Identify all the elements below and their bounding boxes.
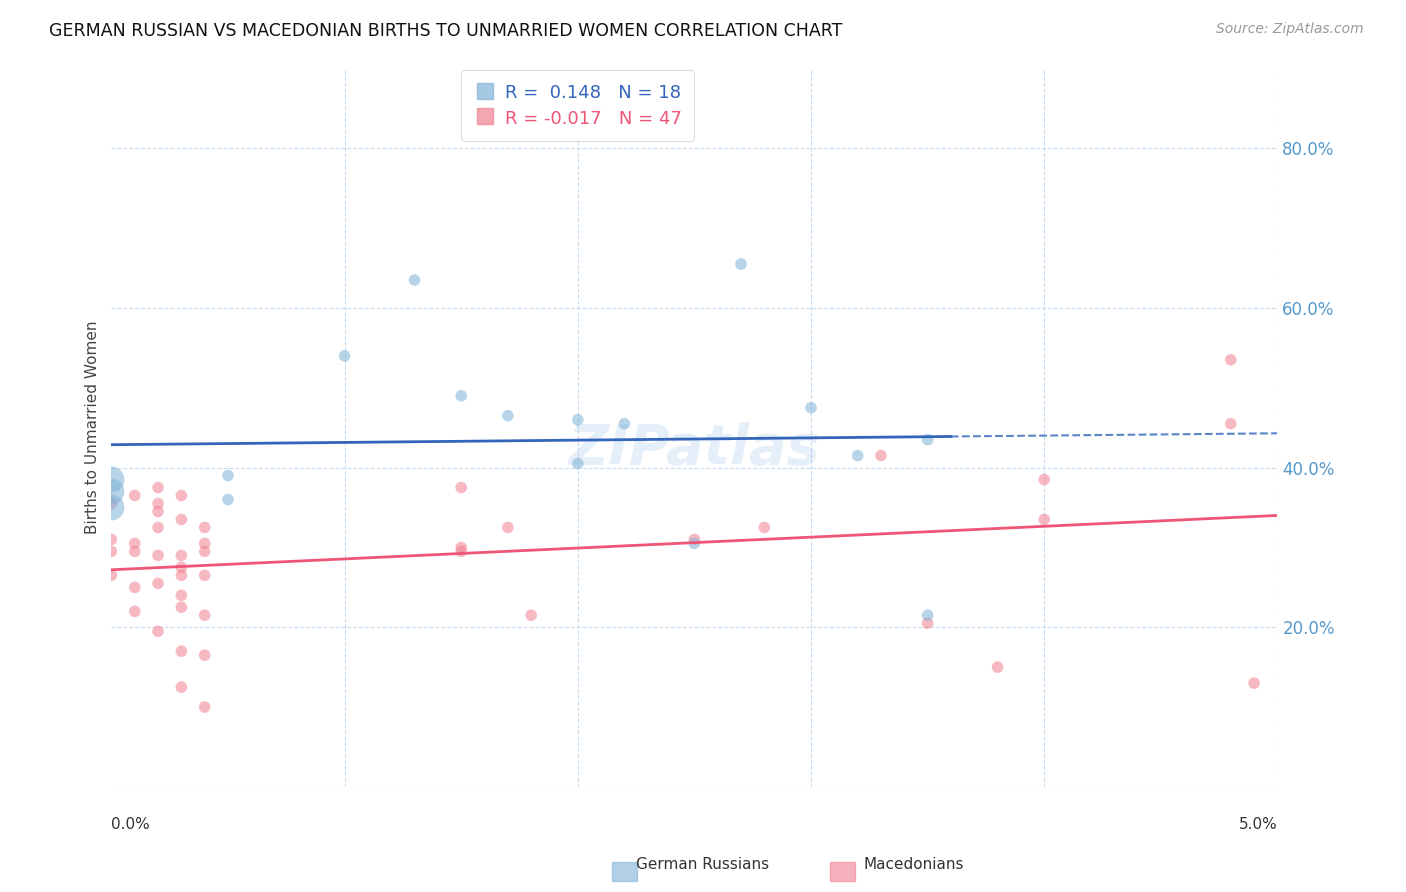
Point (846, 449, 869, 463)
Point (170, 644, 193, 658)
Point (100, 484, 122, 499)
Point (124, 604, 146, 618)
Point (496, 409, 519, 423)
Text: German Russians: German Russians (637, 857, 769, 872)
Point (100, 544, 122, 558)
Point (146, 549, 169, 563)
Point (146, 481, 169, 495)
Point (100, 533, 122, 547)
Point (450, 544, 472, 558)
Point (1243, 676, 1265, 690)
Point (100, 500, 122, 515)
Point (194, 536, 217, 550)
Point (1219, 417, 1241, 431)
Point (124, 536, 146, 550)
Y-axis label: Births to Unmarried Women: Births to Unmarried Women (86, 321, 100, 534)
Point (450, 541, 472, 555)
Point (124, 544, 146, 558)
Point (800, 401, 823, 415)
Point (100, 496, 122, 510)
Point (124, 489, 146, 503)
Point (194, 648, 217, 662)
Point (683, 533, 706, 547)
Point (217, 468, 239, 483)
Point (146, 520, 169, 534)
Point (404, 273, 426, 287)
Point (170, 600, 193, 615)
Point (496, 520, 519, 534)
Point (520, 608, 543, 623)
Point (194, 544, 217, 558)
Point (194, 608, 217, 623)
Text: 0.0%: 0.0% (111, 817, 150, 832)
Point (217, 492, 239, 507)
Point (170, 489, 193, 503)
Point (1219, 352, 1241, 367)
Point (194, 700, 217, 714)
Point (100, 568, 122, 582)
Point (100, 473, 122, 487)
Text: Source: ZipAtlas.com: Source: ZipAtlas.com (1216, 22, 1364, 37)
Point (567, 413, 589, 427)
Text: GERMAN RUSSIAN VS MACEDONIAN BIRTHS TO UNMARRIED WOMEN CORRELATION CHART: GERMAN RUSSIAN VS MACEDONIAN BIRTHS TO U… (49, 22, 842, 40)
Point (333, 349, 356, 363)
Point (613, 417, 636, 431)
Point (170, 568, 193, 582)
Point (170, 560, 193, 574)
Point (567, 457, 589, 471)
Point (194, 568, 217, 582)
Point (170, 512, 193, 526)
Point (683, 536, 706, 550)
Point (917, 608, 939, 623)
Text: ZIPatlas: ZIPatlas (568, 422, 820, 476)
Point (754, 520, 776, 534)
Point (987, 660, 1010, 674)
Point (146, 576, 169, 591)
Point (170, 680, 193, 694)
Point (1033, 512, 1056, 526)
Point (450, 481, 472, 495)
Point (870, 449, 893, 463)
Text: Macedonians: Macedonians (863, 857, 965, 872)
Point (450, 389, 472, 403)
Point (1033, 473, 1056, 487)
Point (917, 433, 939, 447)
Point (194, 520, 217, 534)
Legend: R =  0.148   N = 18, R = -0.017   N = 47: R = 0.148 N = 18, R = -0.017 N = 47 (461, 70, 695, 141)
Point (146, 504, 169, 518)
Point (917, 616, 939, 631)
Point (124, 580, 146, 594)
Point (170, 588, 193, 602)
Text: 5.0%: 5.0% (1239, 817, 1278, 832)
Point (146, 496, 169, 510)
Point (146, 624, 169, 639)
Point (170, 549, 193, 563)
Point (730, 257, 752, 271)
